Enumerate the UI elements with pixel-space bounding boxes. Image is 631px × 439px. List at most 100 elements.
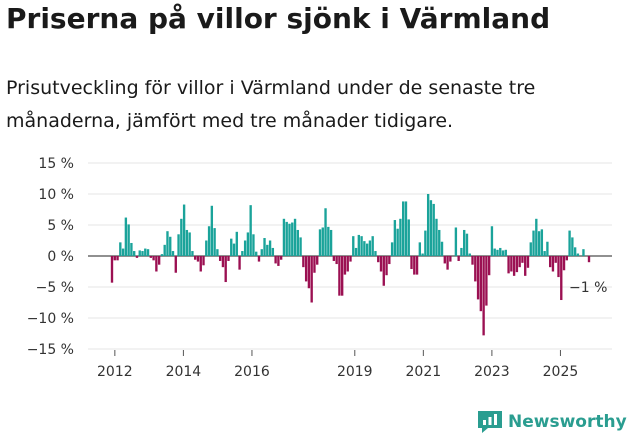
bar: [316, 256, 319, 265]
bar: [341, 256, 344, 296]
bar: [463, 229, 466, 256]
bar: [485, 256, 488, 306]
bar: [310, 256, 313, 303]
bar: [499, 247, 502, 256]
bar: [449, 256, 452, 262]
bar: [354, 247, 358, 256]
annotation-layer: −1 %: [569, 280, 607, 296]
y-tick-label: 15 %: [38, 156, 74, 172]
bar: [440, 241, 444, 256]
bar-chart: 15 %10 %5 %0 %−5 %−10 %−15 % 2012 2014 201…: [27, 156, 612, 380]
bar: [169, 236, 172, 256]
bar: [141, 251, 144, 256]
bar: [163, 244, 166, 256]
bar: [501, 250, 505, 256]
bar: [476, 256, 480, 300]
bar: [282, 218, 286, 256]
bar: [110, 256, 114, 283]
bar: [379, 256, 383, 272]
bar: [335, 256, 338, 265]
bar: [365, 243, 369, 256]
bar: [133, 251, 136, 256]
bar: [399, 218, 402, 256]
bar: [307, 256, 311, 289]
bar: [185, 229, 189, 256]
bar: [562, 256, 566, 271]
bar: [216, 249, 219, 256]
bar: [363, 241, 366, 256]
bar: [515, 256, 519, 273]
bar: [160, 254, 164, 256]
bar: [346, 256, 349, 272]
last-value-label: −1 %: [569, 280, 607, 296]
bar: [460, 247, 463, 256]
bar: [138, 250, 141, 256]
bar: [255, 251, 258, 256]
y-tick-label: 0 %: [47, 249, 74, 265]
bar: [321, 227, 324, 256]
bar: [116, 256, 119, 261]
bar: [576, 253, 580, 256]
y-tick-label: 10 %: [38, 187, 74, 203]
bar: [507, 256, 510, 274]
x-tick-label: 2025: [543, 364, 579, 380]
bar: [549, 256, 552, 268]
bar: [279, 256, 283, 260]
bar: [526, 256, 530, 268]
bar: [587, 256, 591, 263]
bar: [235, 231, 238, 256]
x-tick-label: 2012: [97, 364, 133, 380]
bar: [537, 231, 541, 256]
bar: [227, 256, 230, 261]
bar: [238, 256, 241, 270]
bar: [194, 256, 197, 260]
bar: [349, 256, 352, 262]
bar: [443, 256, 446, 264]
bar: [568, 230, 571, 256]
bar: [557, 256, 560, 278]
bar: [360, 236, 363, 256]
bar: [124, 217, 128, 256]
bar: [230, 238, 233, 256]
bar: [565, 256, 568, 261]
bar: [152, 256, 155, 261]
bar: [296, 229, 299, 256]
bar: [166, 231, 169, 256]
bar: [329, 229, 333, 256]
bar: [390, 242, 394, 256]
bar: [543, 251, 546, 256]
newsworthy-logo: Newsworthy: [476, 409, 627, 435]
bar: [285, 221, 288, 256]
bar: [232, 243, 236, 256]
bar: [457, 256, 460, 261]
bar: [146, 249, 150, 256]
bar: [554, 256, 557, 263]
bar: [413, 256, 416, 275]
bar: [382, 256, 385, 286]
bar: [257, 256, 261, 262]
bar: [299, 237, 302, 256]
bar: [426, 194, 430, 256]
bar: [435, 218, 438, 256]
bar: [410, 256, 413, 270]
chart-subtitle: Prisutveckling för villor i Värmland und…: [6, 77, 536, 132]
bar: [157, 256, 161, 265]
bar: [368, 240, 372, 256]
bar: [510, 256, 513, 272]
bar: [196, 256, 200, 262]
bar: [377, 256, 380, 263]
bar: [260, 249, 263, 256]
bar: [199, 256, 202, 272]
x-tick-label: 2023: [474, 364, 510, 380]
bar: [180, 218, 183, 256]
bar: [518, 256, 521, 268]
bar: [415, 256, 419, 275]
y-tick-label: −15 %: [27, 342, 74, 358]
bar: [446, 256, 449, 270]
bar: [393, 220, 397, 256]
bar: [352, 236, 355, 256]
bar: [546, 241, 549, 256]
bar: [468, 253, 471, 256]
bar: [396, 228, 399, 256]
bar: [188, 232, 191, 256]
